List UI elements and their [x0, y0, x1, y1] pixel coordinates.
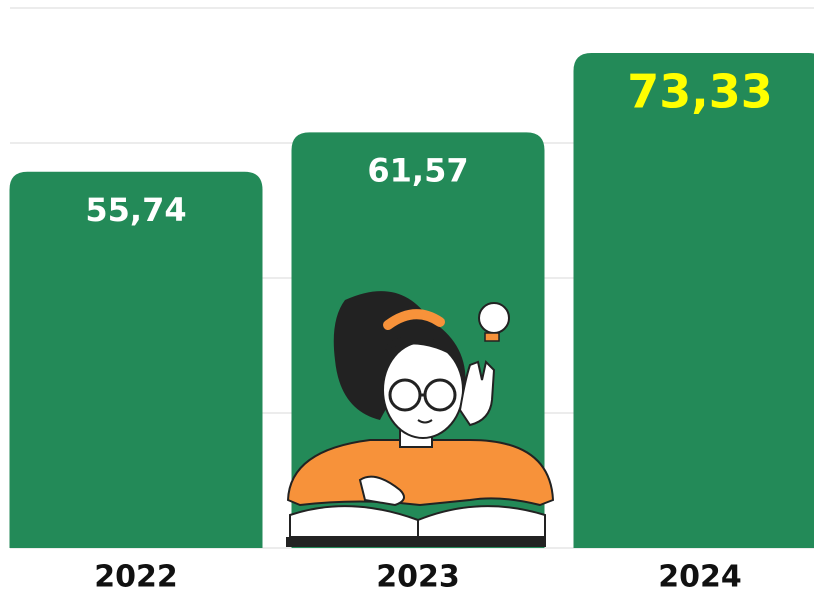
- x-tick-label: 2023: [376, 560, 460, 592]
- value-label: 73,33: [627, 65, 773, 119]
- value-label: 61,57: [367, 151, 468, 189]
- bar: [573, 53, 814, 548]
- bar: [9, 171, 263, 548]
- illustration: [286, 291, 555, 547]
- value-label: 55,74: [85, 191, 186, 229]
- x-tick-label: 2022: [94, 560, 178, 592]
- x-tick-label: 2024: [658, 560, 742, 592]
